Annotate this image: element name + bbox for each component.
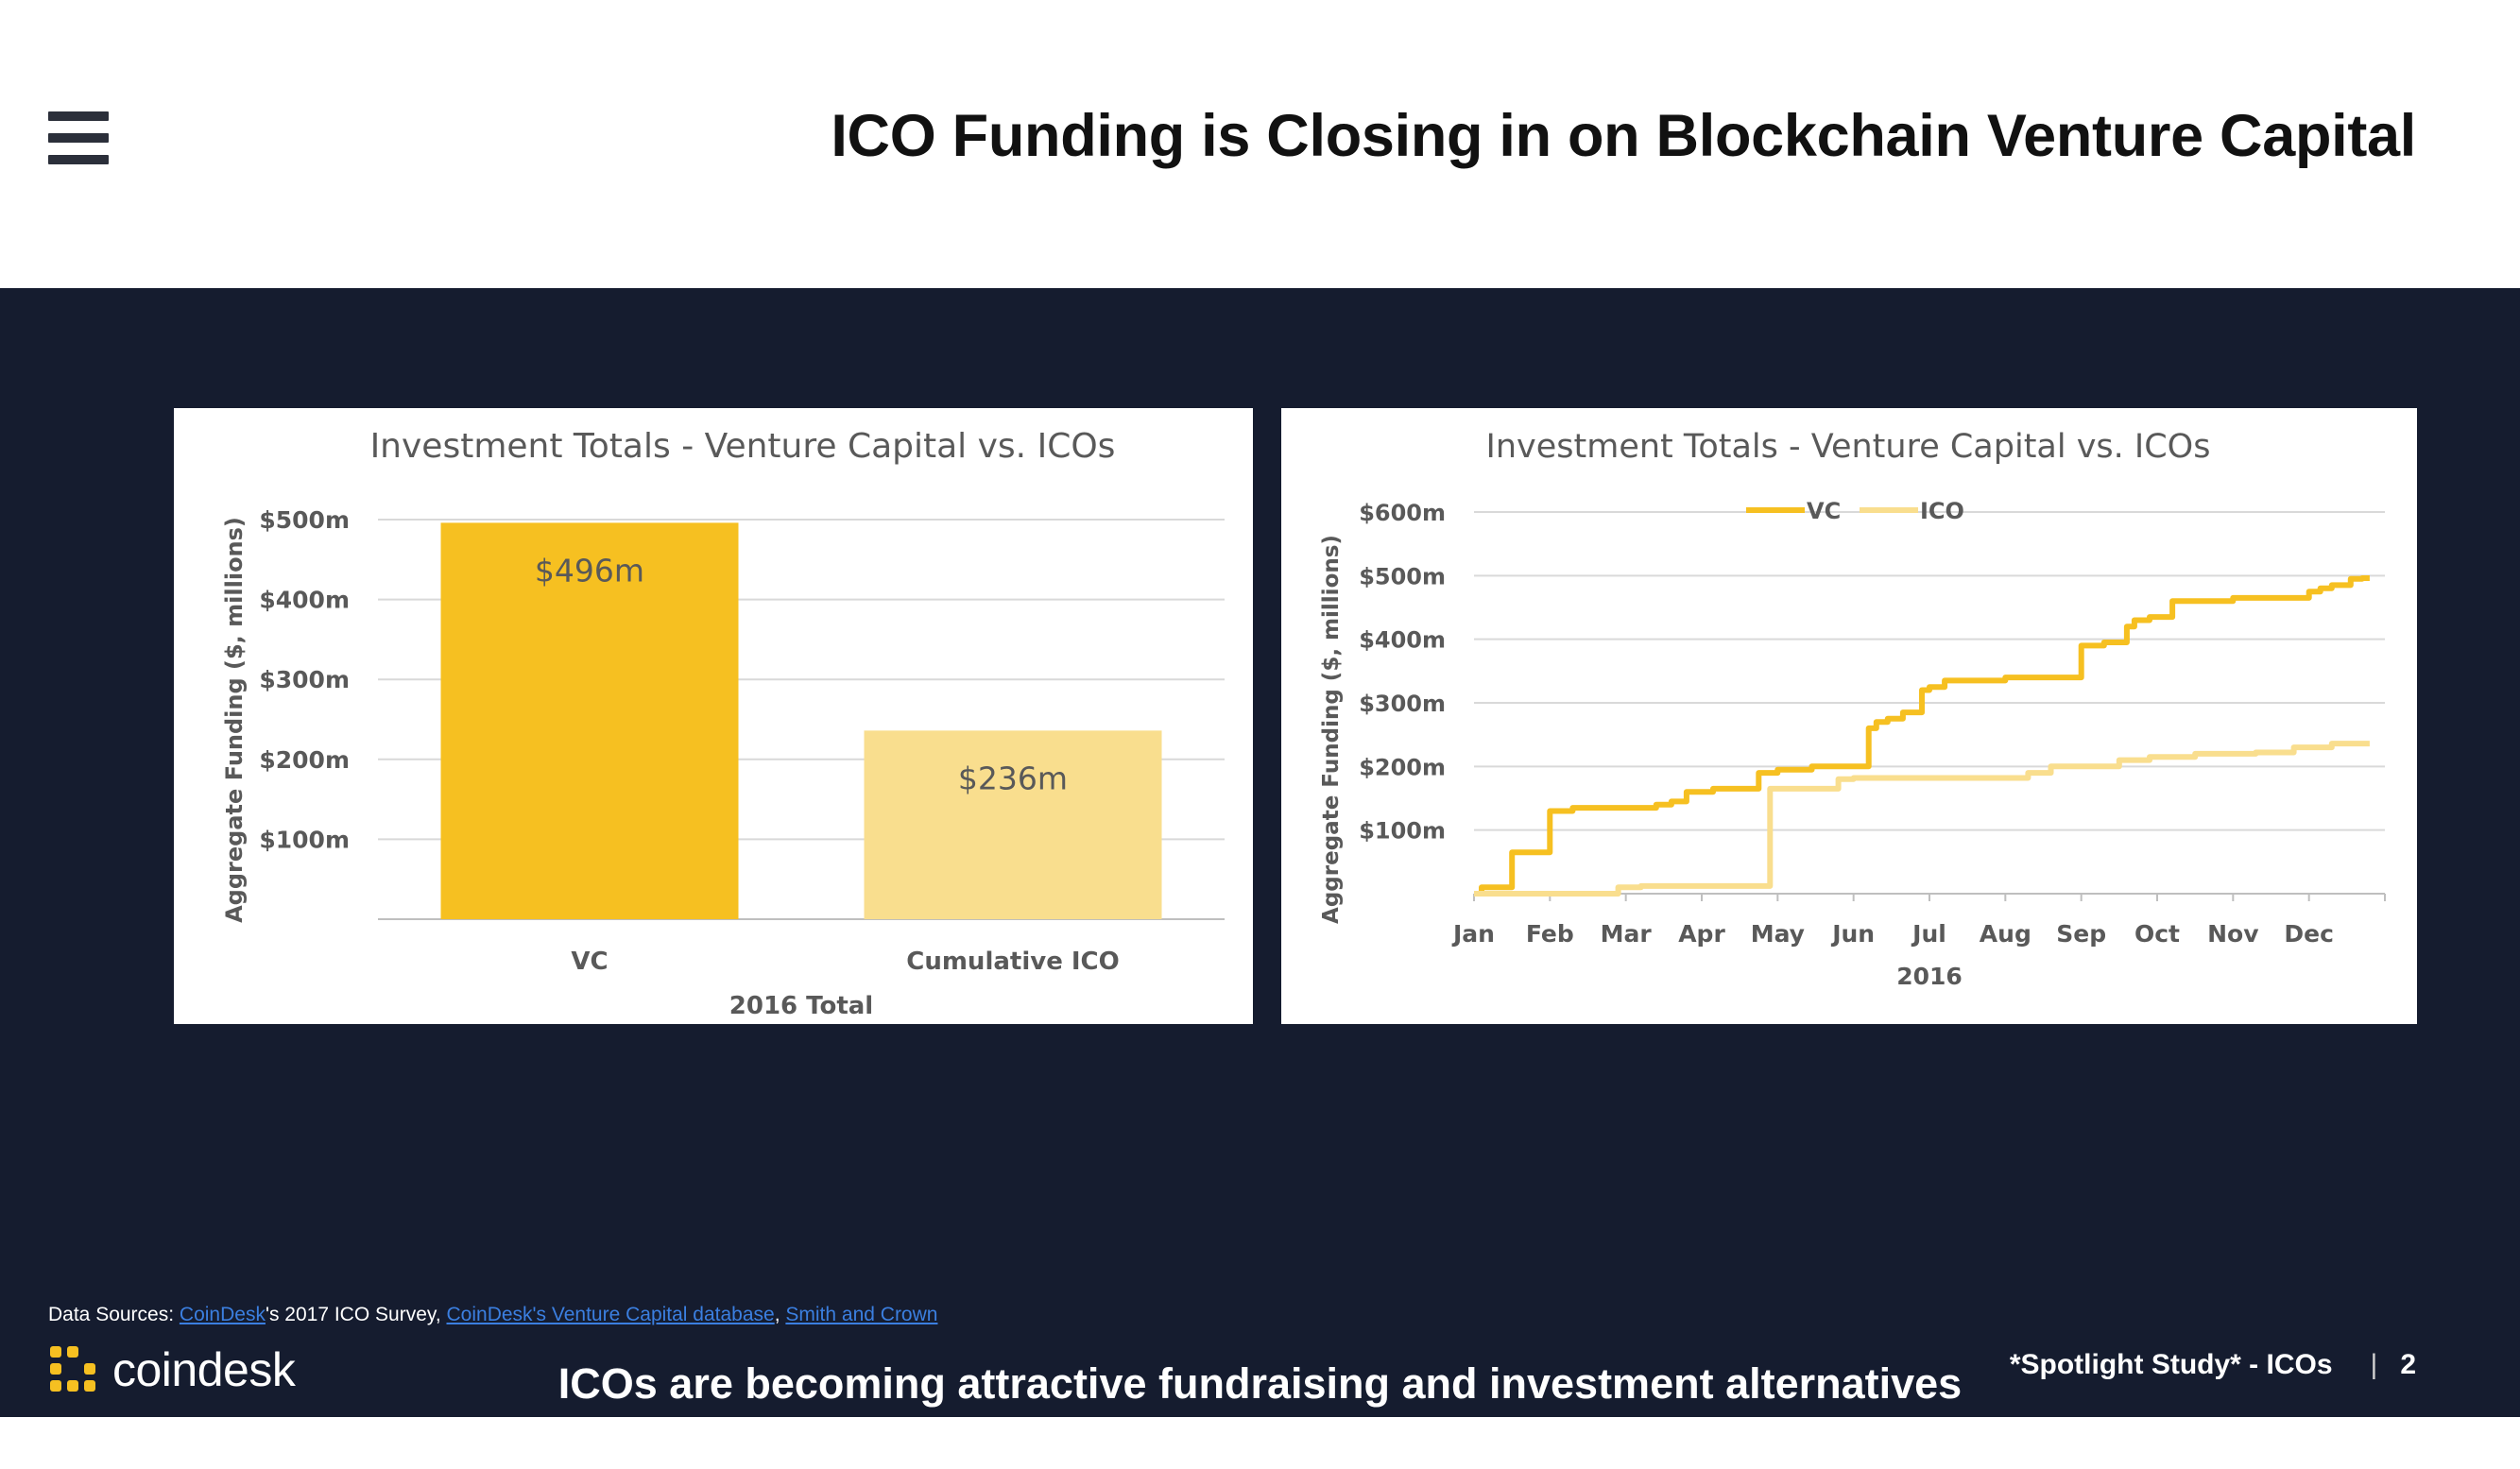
x-tick-label: Nov [2207,920,2258,948]
y-tick-label: $500m [259,506,350,534]
x-axis-title: 2016 Total [729,992,873,1020]
tagline-emphasis: both entrepreneurs and investors [954,1416,1634,1464]
source-link-vc-database[interactable]: CoinDesk's Venture Capital database [446,1304,775,1325]
header: ICO Funding is Closing in on Blockchain … [0,0,2520,288]
x-axis-title: 2016 [1896,963,1963,990]
data-sources: Data Sources: CoinDesk's 2017 ICO Survey… [48,1304,937,1326]
y-axis-title: Aggregate Funding ($, millions) [221,517,248,923]
y-tick-label: $400m [259,587,350,614]
y-tick-label: $400m [1359,627,1446,654]
tagline-prefix: for [886,1416,955,1464]
bar-data-label: $496m [535,552,644,589]
y-axis-title: Aggregate Funding ($, millions) [1319,535,1344,924]
x-tick-label: Oct [2134,920,2180,948]
y-tick-label: $100m [259,826,350,853]
logo-text: coindesk [112,1343,296,1396]
x-tick-label: Mar [1601,920,1653,948]
tagline-line-2: for both entrepreneurs and investors [0,1412,2520,1469]
bar-data-label: $236m [958,760,1068,796]
line-chart: Investment Totals - Venture Capital vs. … [1319,428,2386,990]
bar-chart-panel: Investment Totals - Venture Capital vs. … [174,408,1253,1024]
x-tick-label: VC [571,948,608,976]
bar [864,730,1162,919]
y-tick-label: $100m [1359,818,1446,845]
legend-label: VC [1807,498,1841,524]
page-number: 2 [2400,1349,2416,1380]
series-line-ico [1474,741,2370,897]
x-tick-label: Aug [1980,920,2031,948]
y-tick-label: $300m [1359,691,1446,717]
x-tick-label: May [1751,920,1805,948]
x-tick-label: Sep [2056,920,2106,948]
source-link-coindesk[interactable]: CoinDesk [179,1304,266,1325]
sources-text: 's 2017 ICO Survey, [265,1304,447,1325]
x-tick-label: Jun [1830,920,1875,948]
coindesk-logo-icon [50,1346,95,1392]
bar [440,522,739,919]
hamburger-menu-icon[interactable] [48,111,109,164]
source-link-smith-and-crown[interactable]: Smith and Crown [785,1304,938,1325]
sources-prefix: Data Sources: [48,1304,180,1325]
x-tick-label: Apr [1678,920,1725,948]
chart-title: Investment Totals - Venture Capital vs. … [370,427,1116,466]
x-tick-label: Feb [1526,920,1574,948]
footer-divider: | [2370,1349,2378,1380]
study-label: *Spotlight Study* - ICOs [2009,1349,2333,1380]
tagline-line-1: ICOs are becoming attractive fundraising… [557,1359,1963,1408]
series-line-vc [1474,575,2370,897]
y-tick-label: $200m [1359,754,1446,780]
y-tick-label: $200m [259,746,350,774]
coindesk-logo: coindesk [48,1341,296,1398]
y-tick-label: $600m [1359,500,1446,526]
main-content: Investment Totals - Venture Capital vs. … [0,288,2520,1464]
y-tick-label: $500m [1359,563,1446,589]
legend-label: ICO [1920,498,1964,524]
line-chart-panel: Investment Totals - Venture Capital vs. … [1281,408,2417,1024]
sources-separator: , [774,1304,786,1325]
y-tick-label: $300m [259,666,350,693]
x-tick-label: Cumulative ICO [906,948,1119,976]
x-tick-label: Jul [1911,920,1946,948]
page-title: ICO Funding is Closing in on Blockchain … [831,103,2416,169]
footer-right: *Spotlight Study* - ICOs | 2 [2010,1349,2416,1381]
x-tick-label: Jan [1451,920,1495,948]
bar-chart: Investment Totals - Venture Capital vs. … [221,427,1225,1020]
x-tick-label: Dec [2284,920,2334,948]
chart-title: Investment Totals - Venture Capital vs. … [1486,428,2211,466]
